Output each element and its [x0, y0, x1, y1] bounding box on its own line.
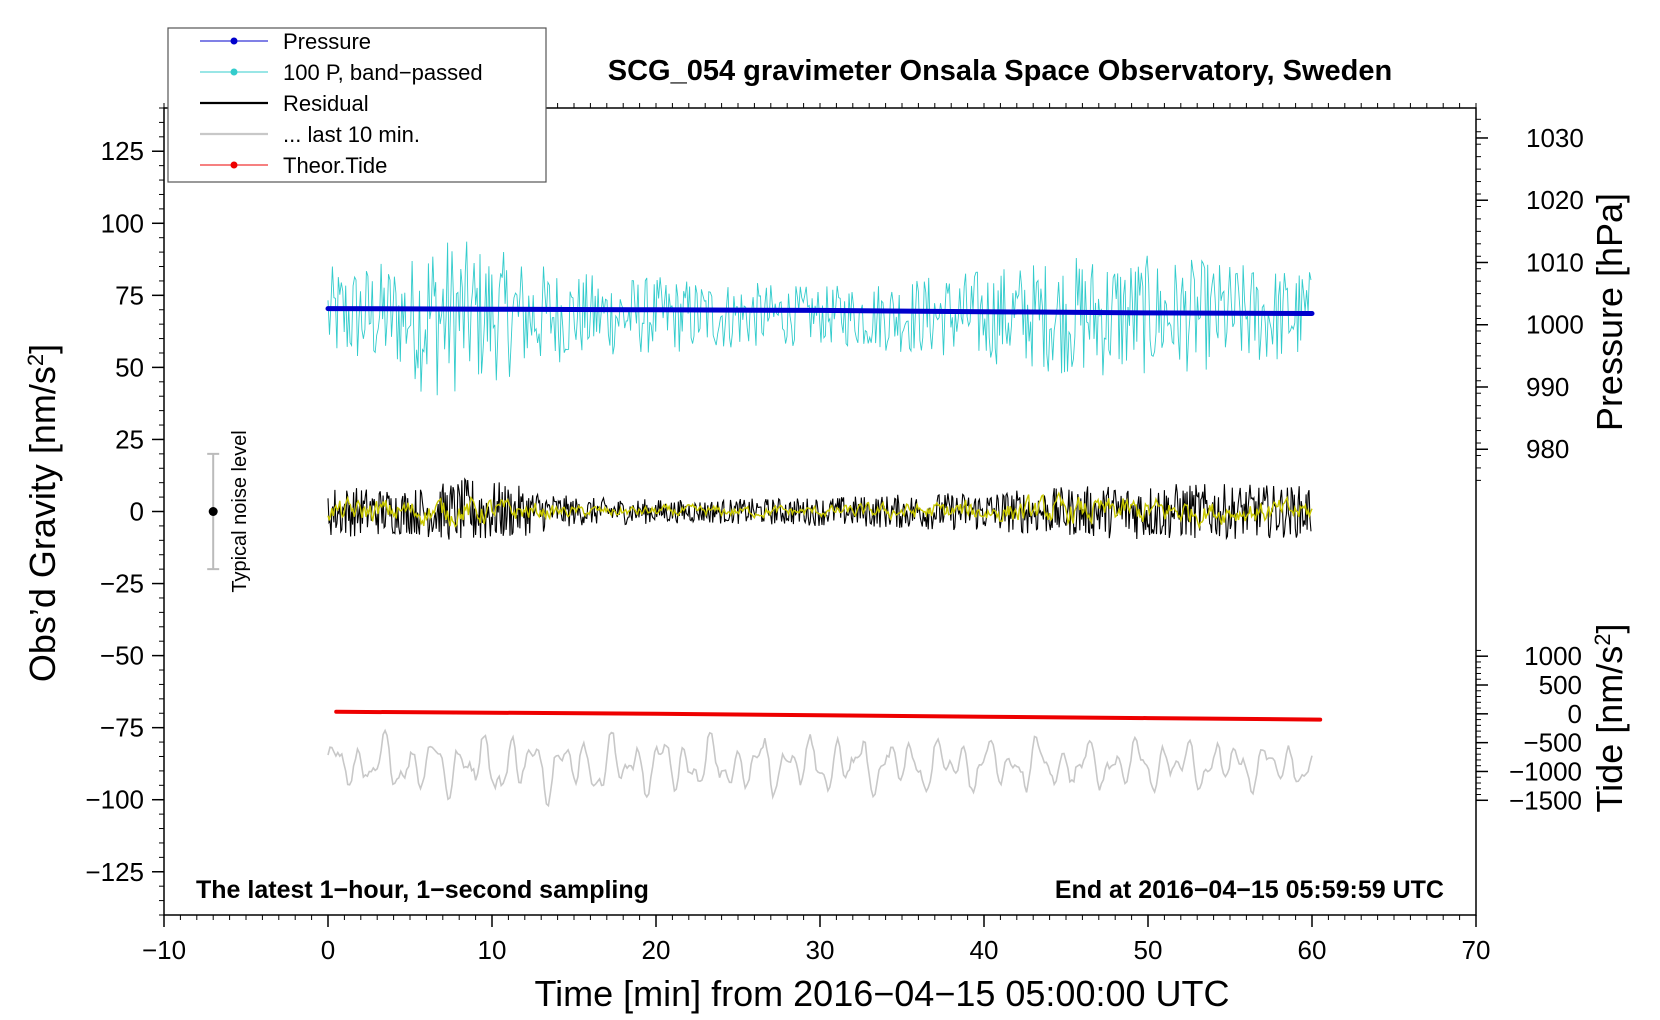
y-tick-label-pressure: 980 — [1526, 434, 1569, 464]
y-tick-label-tide: −500 — [1523, 728, 1582, 758]
y-tick-label-left: 75 — [115, 280, 144, 310]
series-residual-smoothed — [327, 491, 1313, 530]
x-axis-title: Time [min] from 2016−04−15 05:00:00 UTC — [534, 973, 1229, 1014]
y-tick-label-left: 50 — [115, 352, 144, 382]
series-residual — [327, 477, 1312, 541]
legend-swatch-marker — [230, 68, 238, 76]
y-tick-label-left: −100 — [85, 785, 144, 815]
legend: Pressure 100 P, band−passed Residual ... la… — [167, 27, 547, 183]
annotation-end-time: End at 2016−04−15 05:59:59 UTC — [1055, 876, 1444, 904]
y-tick-label-left: 125 — [101, 136, 144, 166]
y-tick-label-pressure: 990 — [1526, 372, 1569, 402]
chart-title: SCG_054 gravimeter Onsala Space Observat… — [608, 55, 1392, 87]
y-tick-label-left: −50 — [100, 641, 144, 671]
series-last-10-min — [327, 728, 1313, 808]
x-tick-label: −10 — [142, 935, 186, 965]
y-tick-label-tide: 0 — [1568, 699, 1582, 729]
y-axis-title-left: Obs’d Gravity [nm/s2] — [22, 344, 63, 682]
y-tick-label-left: 100 — [101, 208, 144, 238]
y-tick-label-left: −75 — [100, 713, 144, 743]
noise-indicator: Typical noise level — [207, 430, 251, 593]
y-tick-label-pressure: 1010 — [1526, 247, 1584, 277]
y-tick-label-tide: 500 — [1539, 670, 1582, 700]
noise-bar-center-dot — [208, 507, 218, 516]
y-tick-label-tide: −1500 — [1509, 785, 1582, 815]
series-layer — [325, 241, 1323, 808]
series-theoretical-tide — [334, 709, 1323, 722]
y-axis-title-tide: Tide [nm/s2] — [1589, 624, 1630, 813]
annotation-sampling: The latest 1−hour, 1−second sampling — [196, 876, 649, 904]
y-tick-label-tide: −1000 — [1509, 756, 1582, 786]
y-tick-label-pressure: 1000 — [1526, 310, 1584, 340]
y-axis-title-pressure: Pressure [hPa] — [1589, 193, 1630, 431]
x-tick-label: 30 — [806, 935, 835, 965]
x-tick-label: 20 — [642, 935, 671, 965]
legend-label: Residual — [283, 91, 369, 116]
legend-label: ... last 10 min. — [283, 122, 420, 147]
series-pressure — [325, 306, 1315, 316]
legend-label: 100 P, band−passed — [283, 60, 483, 85]
y-tick-label-left: 25 — [115, 424, 144, 454]
y-tick-label-pressure: 1030 — [1526, 123, 1584, 153]
x-tick-label: 70 — [1462, 935, 1491, 965]
x-tick-label: 50 — [1134, 935, 1163, 965]
legend-swatch-marker — [230, 161, 238, 169]
axes: −10 0 10 20 30 40 50 60 701251007550250−25−50−75… — [85, 103, 1584, 965]
x-tick-label: 60 — [1298, 935, 1327, 965]
x-tick-label: 40 — [970, 935, 999, 965]
noise-bar-label: Typical noise level — [229, 430, 251, 592]
y-tick-label-left: 0 — [130, 497, 144, 527]
x-tick-label: 10 — [478, 935, 507, 965]
legend-label: Pressure — [283, 29, 371, 54]
legend-label: Theor.Tide — [283, 153, 387, 178]
x-tick-label: 0 — [321, 935, 335, 965]
legend-box — [167, 27, 547, 183]
series-band-passed-pressure — [327, 241, 1312, 396]
y-tick-label-left: −125 — [85, 857, 144, 887]
y-tick-label-pressure: 1020 — [1526, 185, 1584, 215]
legend-swatch-marker — [230, 37, 238, 45]
y-tick-label-tide: 1000 — [1524, 641, 1582, 671]
y-tick-label-left: −25 — [100, 569, 144, 599]
